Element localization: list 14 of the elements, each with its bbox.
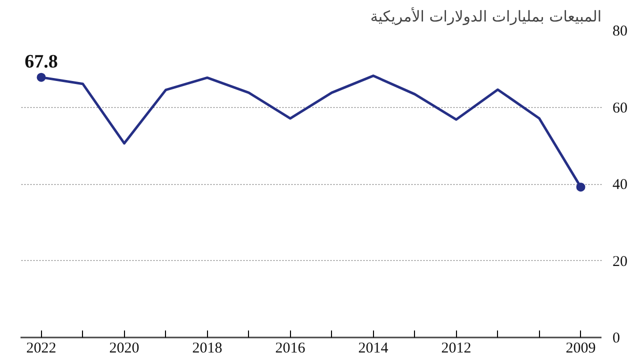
x-tick-label: 2022 (26, 340, 56, 355)
y-tick-label: 0 (612, 330, 620, 346)
chart-title: المبيعات بمليارات الدولارات الأمريكية (370, 6, 602, 26)
y-tick-label: 20 (612, 254, 628, 270)
x-tick-label: 2018 (192, 340, 222, 355)
x-tick-label: 2012 (441, 340, 472, 355)
data-label: 67.8 (24, 51, 58, 72)
y-tick-label: 80 (612, 24, 628, 40)
x-tick-label: 2016 (275, 340, 306, 355)
y-tick-label: 60 (612, 100, 628, 116)
x-tick-label: 2014 (358, 340, 389, 355)
x-tick-label: 2020 (109, 340, 140, 355)
y-tick-label: 40 (612, 177, 628, 193)
x-tick-label: 2009 (566, 340, 596, 355)
